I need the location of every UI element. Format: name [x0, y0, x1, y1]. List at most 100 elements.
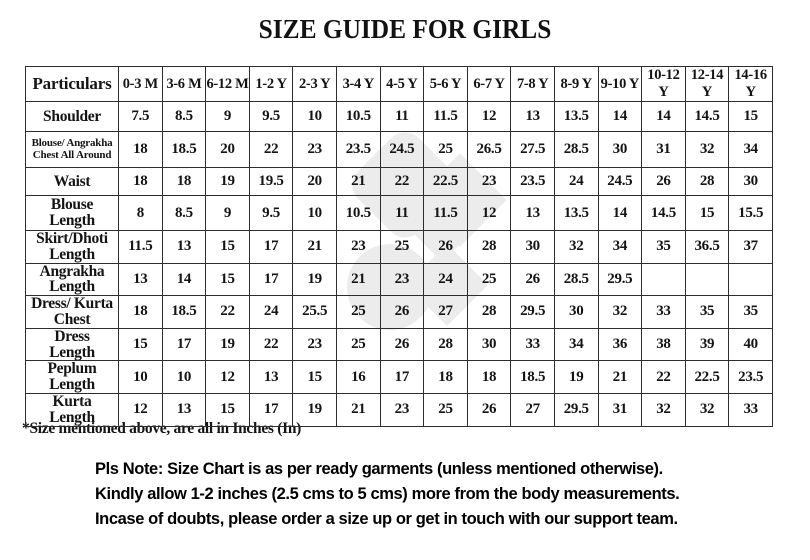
size-cell: 13.5 — [553, 195, 599, 231]
size-cell: 31 — [641, 131, 686, 168]
size-cell: 15 — [728, 101, 773, 132]
size-cell: 26 — [423, 230, 468, 264]
column-header-size: 10-12 Y — [641, 66, 686, 102]
size-cell: 26 — [379, 327, 425, 362]
size-cell: 23 — [292, 131, 337, 168]
size-cell: 17 — [248, 262, 294, 297]
size-cell: 14.5 — [684, 101, 730, 132]
size-cell: 33 — [510, 327, 555, 362]
size-cell: 14 — [161, 262, 207, 297]
size-cell: 33 — [641, 295, 686, 329]
size-cell: 14 — [641, 101, 686, 132]
size-cell: 28.5 — [553, 131, 599, 168]
size-guide-table: Particulars 0-3 M 3-6 M 6-12 M 1-2 Y 2-3 Y 3-4… — [25, 66, 773, 427]
size-cell: 23.5 — [728, 360, 773, 394]
size-cell: 33 — [728, 392, 773, 427]
size-cell: 13 — [161, 230, 207, 264]
size-cell: 26 — [641, 167, 686, 196]
size-cell: 11 — [379, 101, 425, 132]
table-row: Peplum Length 10 10 12 13 15 16 17 18 18 18.5 19 21 2… — [25, 360, 773, 394]
size-cell: 22 — [379, 167, 425, 196]
table-row: Skirt/Dhoti Length 11.5 13 15 17 21 23 25 26 28 30… — [25, 230, 773, 264]
note-line-2: Kindly allow 1-2 inches (2.5 cms to 5 cm… — [95, 485, 680, 503]
size-cell: 32 — [684, 131, 730, 168]
size-cell: 23 — [335, 230, 381, 264]
size-cell: 11.5 — [423, 195, 468, 231]
row-label: Shoulder — [25, 101, 119, 132]
size-cell: 22 — [205, 295, 250, 329]
column-header-size: 8-9 Y — [553, 66, 599, 102]
size-cell: 17 — [161, 327, 207, 362]
size-cell: 17 — [379, 360, 425, 394]
column-header-size: 6-12 M — [205, 66, 250, 102]
size-cell: 18.5 — [161, 295, 207, 329]
size-cell: 15 — [292, 360, 337, 394]
size-cell: 19 — [292, 392, 337, 427]
size-cell: 14.5 — [641, 195, 686, 231]
size-cell: 10.5 — [335, 101, 381, 132]
size-cell: 27.5 — [510, 131, 555, 168]
size-cell: 10 — [161, 360, 207, 394]
size-cell: 23 — [379, 262, 425, 297]
size-cell: 19 — [205, 167, 250, 196]
page-title: SIZE GUIDE FOR GIRLS — [258, 14, 552, 44]
size-cell: 13 — [510, 195, 555, 231]
row-label: Skirt/Dhoti Length — [25, 230, 119, 264]
size-cell: 27 — [510, 392, 555, 427]
size-cell: 29.5 — [553, 392, 599, 427]
size-cell: 25 — [423, 131, 468, 168]
size-cell: 34 — [553, 327, 599, 362]
column-header-size: 0-3 M — [118, 66, 163, 102]
size-cell: 19.5 — [248, 167, 294, 196]
size-cell: 18 — [423, 360, 468, 394]
size-cell: 25 — [379, 230, 425, 264]
size-cell: 25 — [423, 392, 468, 427]
size-cell: 28 — [684, 167, 730, 196]
size-cell: 19 — [292, 262, 337, 297]
size-cell: 30 — [597, 131, 643, 168]
table-row: Shoulder 7.5 8.5 9 9.5 10 10.5 11 11.5 12 13 13.5 14… — [25, 101, 773, 132]
size-cell: 18 — [466, 360, 512, 394]
column-header-particulars: Particulars — [25, 66, 119, 102]
size-cell: 19 — [205, 327, 250, 362]
size-cell: 13.5 — [553, 101, 599, 132]
size-cell: 9.5 — [248, 101, 294, 132]
size-cell: 10 — [118, 360, 163, 394]
size-cell: 25 — [335, 327, 381, 362]
row-label: Peplum Length — [25, 360, 119, 394]
size-cell: 26.5 — [466, 131, 512, 168]
size-cell — [728, 262, 773, 297]
size-cell: 13 — [510, 101, 555, 132]
column-header-size: 5-6 Y — [423, 66, 468, 102]
size-cell: 32 — [684, 392, 730, 427]
row-label: Blouse Length — [25, 195, 119, 231]
size-cell: 13 — [161, 392, 207, 427]
size-cell: 19 — [553, 360, 599, 394]
size-cell: 28.5 — [553, 262, 599, 297]
size-cell: 24.5 — [379, 131, 425, 168]
size-cell: 24 — [248, 295, 294, 329]
size-cell: 30 — [466, 327, 512, 362]
size-cell: 23.5 — [335, 131, 381, 168]
size-cell: 24.5 — [597, 167, 643, 196]
size-cell: 10 — [292, 101, 337, 132]
size-cell: 20 — [205, 131, 250, 168]
size-cell: 10 — [292, 195, 337, 231]
size-table-container: Particulars 0-3 M 3-6 M 6-12 M 1-2 Y 2-3 Y 3-4… — [25, 66, 773, 427]
size-cell: 27 — [423, 295, 468, 329]
table-row: Dress Length 15 17 19 22 23 25 26 28 30 33 34 36 38 39… — [25, 327, 773, 362]
size-cell: 13 — [248, 360, 294, 394]
row-label: Blouse/ Angrakha Chest All Around — [25, 131, 119, 168]
column-header-size: 3-4 Y — [335, 66, 381, 102]
size-cell: 9.5 — [248, 195, 294, 231]
size-cell: 16 — [335, 360, 381, 394]
column-header-size: 2-3 Y — [292, 66, 337, 102]
size-cell: 29.5 — [597, 262, 643, 297]
size-cell: 15 — [205, 262, 250, 297]
size-cell: 36.5 — [684, 230, 730, 264]
size-cell: 18 — [118, 295, 163, 329]
size-cell: 22.5 — [684, 360, 730, 394]
size-cell: 24 — [423, 262, 468, 297]
table-row: Kurta Length 12 13 15 17 19 21 23 25 26 27 29.5 31 32… — [25, 392, 773, 427]
size-cell: 12 — [466, 195, 512, 231]
